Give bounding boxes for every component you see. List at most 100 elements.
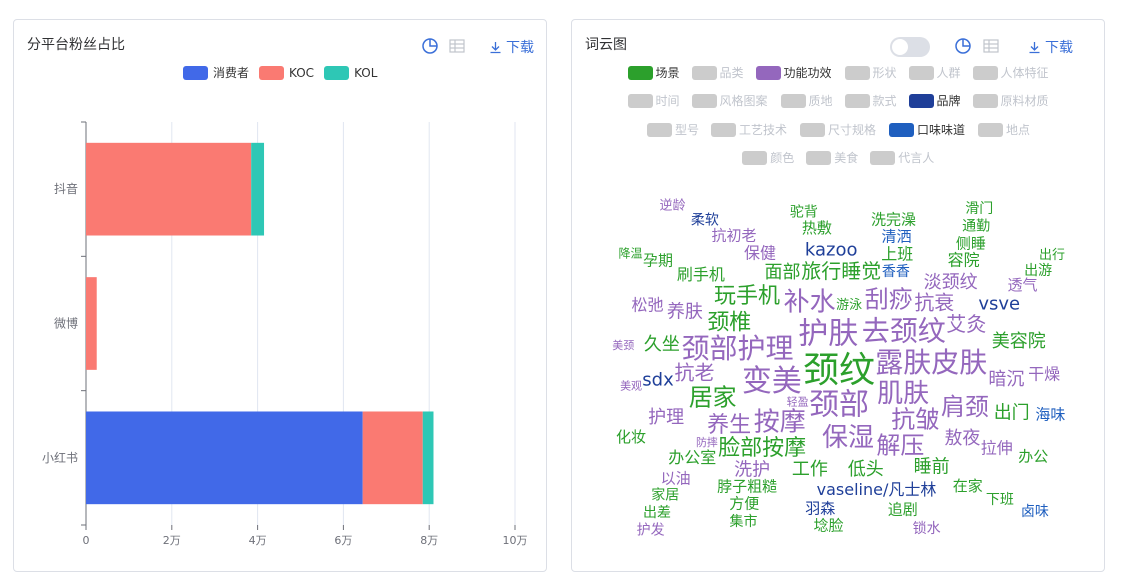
word-cloud-word[interactable]: 美容院 [992,331,1046,352]
word-cloud-word[interactable]: 追剧 [888,500,918,518]
word-cloud-word[interactable]: 孕期 [643,252,673,270]
category-legend-item[interactable]: 功能功效 [755,64,832,81]
category-legend-item[interactable]: 型号 [647,121,699,138]
word-cloud-word[interactable]: 久坐 [644,334,680,355]
word-cloud-word[interactable]: 羽森 [805,500,835,518]
category-legend-item[interactable]: 风格图案 [691,92,768,109]
word-cloud-word[interactable]: 防摔 [696,435,718,449]
word-cloud-word[interactable]: 上班 [881,244,913,263]
category-legend-item[interactable]: 颜色 [742,149,794,166]
word-cloud-word[interactable]: sdx [642,370,674,391]
word-cloud-word[interactable]: 集市 [729,513,757,530]
word-cloud-word[interactable]: 保湿 [822,423,874,453]
word-cloud-word[interactable]: 洗护 [734,460,770,481]
word-cloud-word[interactable]: 容院 [948,251,980,270]
word-cloud-word[interactable]: 下班 [986,492,1014,508]
word-cloud-word[interactable]: 玩手机 [714,284,780,309]
word-cloud-word[interactable]: 透气 [1008,276,1038,294]
category-legend-item[interactable]: 地点 [978,121,1030,138]
word-cloud-word[interactable]: 颈纹 [803,350,875,391]
word-cloud-word[interactable]: 热敷 [802,219,832,237]
word-cloud-word[interactable]: 暗沉 [988,369,1024,390]
download-button[interactable]: 下载 [489,37,534,57]
legend-item[interactable]: 消费者 [183,64,249,81]
word-cloud-word[interactable]: 脖子粗糙 [717,477,777,495]
category-legend-item[interactable]: 人群 [908,64,961,81]
word-cloud-word[interactable]: 肌肤 [877,379,929,409]
word-cloud-word[interactable]: 护肤 [798,316,858,351]
word-cloud-word[interactable]: 淡颈纹 [924,272,978,293]
word-cloud-word[interactable]: 拉伸 [981,439,1013,458]
word-cloud-word[interactable]: 抗初老 [712,227,757,245]
bar-segment[interactable] [86,277,97,370]
bar-segment[interactable] [422,411,434,505]
category-legend-item[interactable]: 质地 [780,92,833,109]
word-cloud-word[interactable]: 低头 [848,459,884,480]
word-cloud-word[interactable]: 睡前 [914,457,950,478]
word-cloud-word[interactable]: 锁水 [913,521,941,537]
category-legend-item[interactable]: 款式 [844,92,897,109]
word-cloud-word[interactable]: 在家 [953,477,983,495]
word-cloud-word[interactable]: 补水 [784,287,836,317]
word-cloud-word[interactable]: 清洒 [881,228,911,246]
word-cloud-word[interactable]: 脸部按摩 [718,436,806,461]
category-legend-item[interactable]: 工艺技术 [711,121,787,138]
word-cloud-word[interactable]: 办公 [1018,448,1048,466]
word-cloud-word[interactable]: 香香 [882,264,910,280]
word-cloud-word[interactable]: 柔软 [691,212,719,228]
word-cloud-word[interactable]: 洗完澡 [871,210,916,228]
word-cloud-word[interactable]: 美观 [620,379,642,392]
word-cloud-word[interactable]: 解压 [876,431,924,459]
word-cloud-word[interactable]: 出游 [1024,263,1052,279]
category-legend-item[interactable]: 形状 [844,64,897,81]
word-cloud-word[interactable]: 去颈纹 [862,314,946,347]
category-legend-item[interactable]: 场景 [627,64,680,81]
word-cloud-word[interactable]: 驼背 [790,204,818,221]
category-legend-item[interactable]: 品类 [691,64,744,81]
word-cloud-word[interactable]: 干燥 [1028,365,1060,384]
category-legend-item[interactable]: 原料材质 [972,92,1049,109]
download-button[interactable]: 下载 [1028,37,1073,57]
bar-segment[interactable] [86,142,252,236]
word-cloud-word[interactable]: 松弛 [632,296,664,315]
word-cloud-word[interactable]: 滑门 [965,200,993,217]
word-cloud-word[interactable]: 露肤皮肤 [875,346,987,379]
category-legend-item[interactable]: 时间 [627,92,680,109]
legend-item[interactable]: KOC [259,65,314,80]
word-cloud-word[interactable]: 旅行睡觉 [801,259,881,283]
pie-chart-icon[interactable] [421,37,439,55]
word-cloud-word[interactable]: 海味 [1035,405,1065,423]
category-legend-item[interactable]: 品牌 [908,92,961,109]
word-cloud-word[interactable]: 出行 [1039,248,1065,263]
word-cloud-word[interactable]: 家居 [651,487,679,504]
category-legend-item[interactable]: 美食 [806,149,858,166]
word-cloud-word[interactable]: 刷手机 [677,265,725,284]
word-cloud-word[interactable]: 轻盈 [787,394,809,408]
word-cloud-word[interactable]: 出门 [994,402,1030,423]
word-cloud-word[interactable]: 方便 [729,495,759,513]
word-cloud-word[interactable]: 美颈 [612,339,634,352]
legend-item[interactable]: KOL [324,65,377,80]
word-cloud-word[interactable]: 保健 [744,243,776,262]
word-cloud-word[interactable]: 侧睡 [956,234,986,252]
word-cloud-word[interactable]: 艾灸 [946,312,986,336]
bar-segment[interactable] [86,411,363,505]
word-cloud-word[interactable]: 工作 [792,459,828,480]
word-cloud-word[interactable]: 降温 [619,247,643,261]
category-legend-item[interactable]: 代言人 [870,149,934,166]
word-cloud-word[interactable]: kazoo [805,239,858,260]
word-cloud-word[interactable]: vaseline/凡士林 [817,480,937,499]
word-cloud-word[interactable]: 埝脸 [813,517,843,535]
table-icon[interactable] [982,37,1000,55]
word-cloud-word[interactable]: 通勤 [962,219,990,235]
word-cloud-word[interactable]: 以油 [661,469,691,487]
word-cloud-word[interactable]: 抗皱 [891,405,939,433]
pie-chart-icon[interactable] [954,37,972,55]
word-cloud-word[interactable]: 颈部护理 [681,332,793,365]
word-cloud-word[interactable]: 肩颈 [941,393,989,421]
word-cloud-word[interactable]: 颈部 [809,388,869,423]
word-cloud-word[interactable]: 抗老 [675,361,715,385]
word-cloud-word[interactable]: 抗衰 [914,290,954,314]
category-legend-item[interactable]: 口味味道 [889,121,965,138]
word-cloud-word[interactable]: 养生 [707,413,751,438]
